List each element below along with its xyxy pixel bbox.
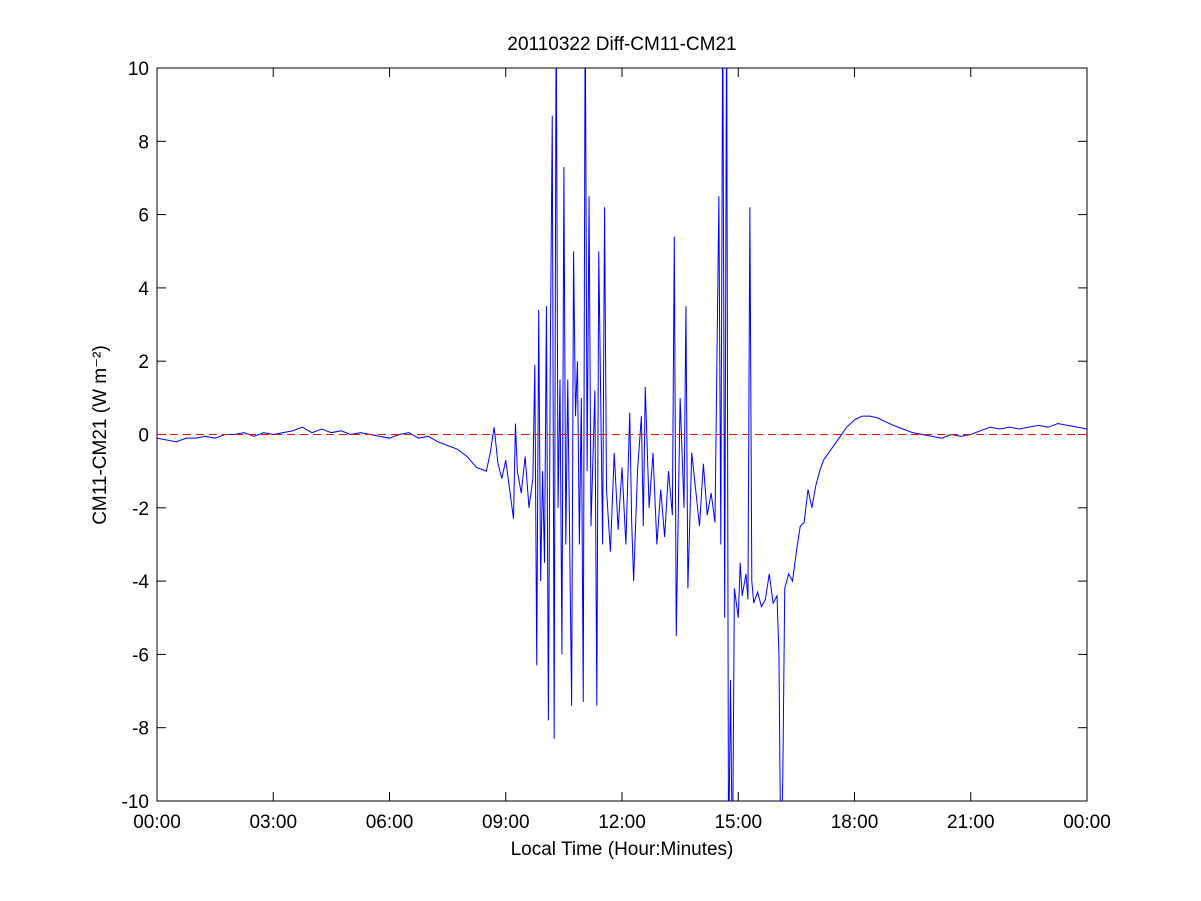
x-tick-label: 03:00 <box>249 812 297 833</box>
y-tick-label: -10 <box>122 792 149 813</box>
y-tick-label: -4 <box>132 572 149 593</box>
y-tick-label: 10 <box>128 59 149 80</box>
x-tick-label: 21:00 <box>947 812 995 833</box>
x-tick-label: 06:00 <box>366 812 414 833</box>
y-tick-label: 2 <box>138 352 149 373</box>
x-axis-label: Local Time (Hour:Minutes) <box>511 839 734 860</box>
data-line <box>157 68 1087 801</box>
y-tick-label: 4 <box>138 279 149 300</box>
y-tick-label: -6 <box>132 645 149 666</box>
x-tick-label: 09:00 <box>482 812 530 833</box>
y-tick-label: 0 <box>138 426 149 447</box>
y-tick-label: -8 <box>132 719 149 740</box>
y-tick-label: 6 <box>138 206 149 227</box>
chart-title: 20110322 Diff-CM11-CM21 <box>507 34 736 55</box>
y-axis-label: CM11-CM21 (W m⁻²) <box>90 345 111 525</box>
x-tick-label: 12:00 <box>598 812 646 833</box>
x-tick-label: 15:00 <box>714 812 762 833</box>
x-tick-label: 00:00 <box>1063 812 1111 833</box>
plot-area <box>156 67 1088 802</box>
y-tick-label: -2 <box>132 499 149 520</box>
x-tick-label: 00:00 <box>133 812 181 833</box>
x-tick-label: 18:00 <box>831 812 879 833</box>
y-tick-label: 8 <box>138 132 149 153</box>
